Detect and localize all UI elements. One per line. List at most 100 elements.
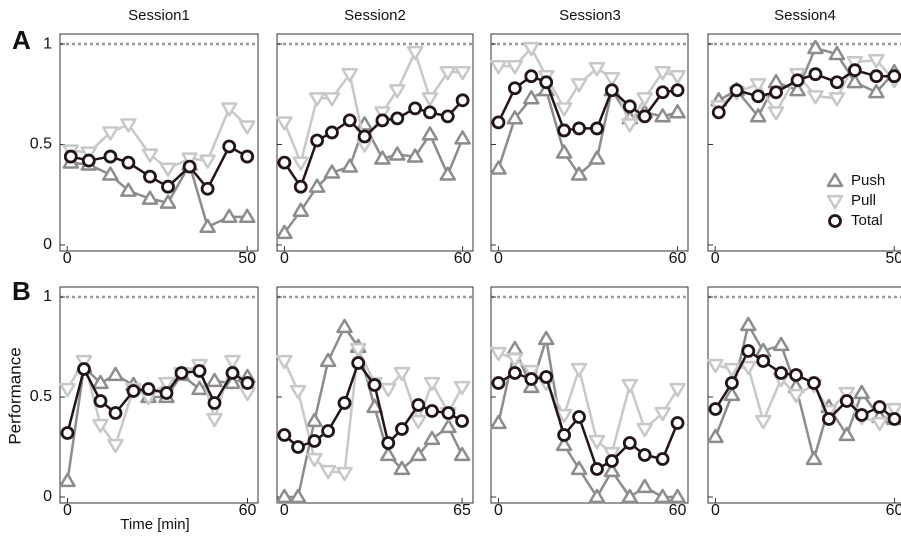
- marker: [276, 354, 293, 370]
- marker: [729, 83, 744, 98]
- marker: [308, 92, 326, 107]
- marker: [707, 428, 724, 444]
- marker: [454, 66, 471, 81]
- marker: [374, 106, 391, 121]
- marker: [838, 386, 856, 402]
- marker: [570, 362, 588, 378]
- marker: [751, 89, 766, 104]
- marker: [291, 440, 305, 454]
- marker: [790, 73, 805, 88]
- marker: [439, 66, 457, 81]
- marker: [807, 39, 824, 55]
- marker: [411, 398, 426, 412]
- x-tick-label: 0: [494, 250, 503, 267]
- marker: [224, 374, 241, 390]
- marker: [102, 126, 119, 141]
- marker: [159, 386, 174, 400]
- marker: [380, 446, 397, 462]
- marker: [143, 169, 157, 184]
- marker: [886, 402, 901, 418]
- marker: [847, 63, 862, 78]
- marker: [108, 406, 123, 420]
- marker: [523, 41, 540, 57]
- legend-label: Push: [851, 172, 885, 189]
- marker: [357, 129, 372, 144]
- marker: [342, 113, 357, 128]
- marker: [289, 488, 307, 504]
- marker: [622, 436, 637, 450]
- marker: [588, 488, 606, 504]
- x-tick-label: 0: [494, 502, 503, 519]
- marker: [121, 155, 136, 170]
- y-tick-label: 0.5: [30, 136, 52, 153]
- marker: [455, 414, 469, 428]
- marker: [807, 376, 821, 390]
- marker: [277, 155, 292, 170]
- marker: [588, 62, 606, 77]
- marker: [828, 92, 846, 107]
- marker: [289, 384, 307, 400]
- marker: [182, 159, 197, 174]
- marker: [308, 178, 326, 193]
- x-tick-label: 0: [280, 502, 289, 519]
- marker: [523, 364, 540, 380]
- marker: [603, 72, 621, 87]
- marker: [838, 426, 856, 442]
- series-line: [718, 46, 896, 118]
- marker: [207, 396, 222, 410]
- marker: [159, 194, 177, 209]
- marker: [225, 366, 240, 380]
- marker: [774, 366, 789, 380]
- marker: [887, 69, 901, 84]
- marker: [102, 166, 119, 181]
- marker: [181, 152, 198, 167]
- marker: [421, 92, 439, 107]
- marker: [276, 488, 293, 504]
- marker: [93, 394, 108, 408]
- plot-frame: [490, 286, 689, 504]
- marker: [828, 45, 846, 61]
- marker: [307, 434, 322, 448]
- y-tick-label: 1: [43, 288, 52, 305]
- marker: [808, 67, 823, 82]
- marker: [621, 378, 639, 394]
- marker: [637, 448, 652, 462]
- marker: [159, 162, 177, 177]
- marker: [366, 398, 383, 414]
- marker: [222, 139, 237, 154]
- marker: [120, 182, 137, 197]
- marker: [506, 110, 524, 125]
- marker: [669, 382, 686, 398]
- marker: [637, 109, 652, 124]
- marker: [772, 336, 790, 352]
- x-axis-label: Time [min]: [120, 516, 189, 533]
- marker: [455, 93, 470, 108]
- marker: [454, 130, 471, 145]
- x-tick-label: 60: [886, 502, 901, 519]
- legend-marker: [828, 214, 842, 228]
- marker: [224, 354, 241, 370]
- marker: [740, 360, 757, 376]
- marker: [711, 105, 726, 120]
- row-label: B: [12, 276, 31, 306]
- marker: [92, 374, 109, 390]
- marker: [158, 376, 175, 392]
- marker: [655, 452, 670, 466]
- marker: [853, 384, 870, 400]
- marker: [622, 99, 637, 114]
- series-line: [717, 58, 896, 114]
- marker: [425, 404, 439, 418]
- marker: [621, 118, 639, 133]
- marker: [325, 125, 339, 140]
- marker: [887, 412, 901, 426]
- marker: [453, 380, 471, 396]
- marker: [654, 406, 671, 422]
- x-tick-label: 0: [711, 502, 720, 519]
- legend-marker: [826, 172, 844, 188]
- marker: [120, 118, 137, 133]
- marker: [206, 372, 223, 388]
- panel: 0 0.5 1 0 50: [30, 33, 259, 267]
- marker: [103, 149, 118, 164]
- marker: [604, 83, 619, 98]
- marker: [336, 318, 353, 334]
